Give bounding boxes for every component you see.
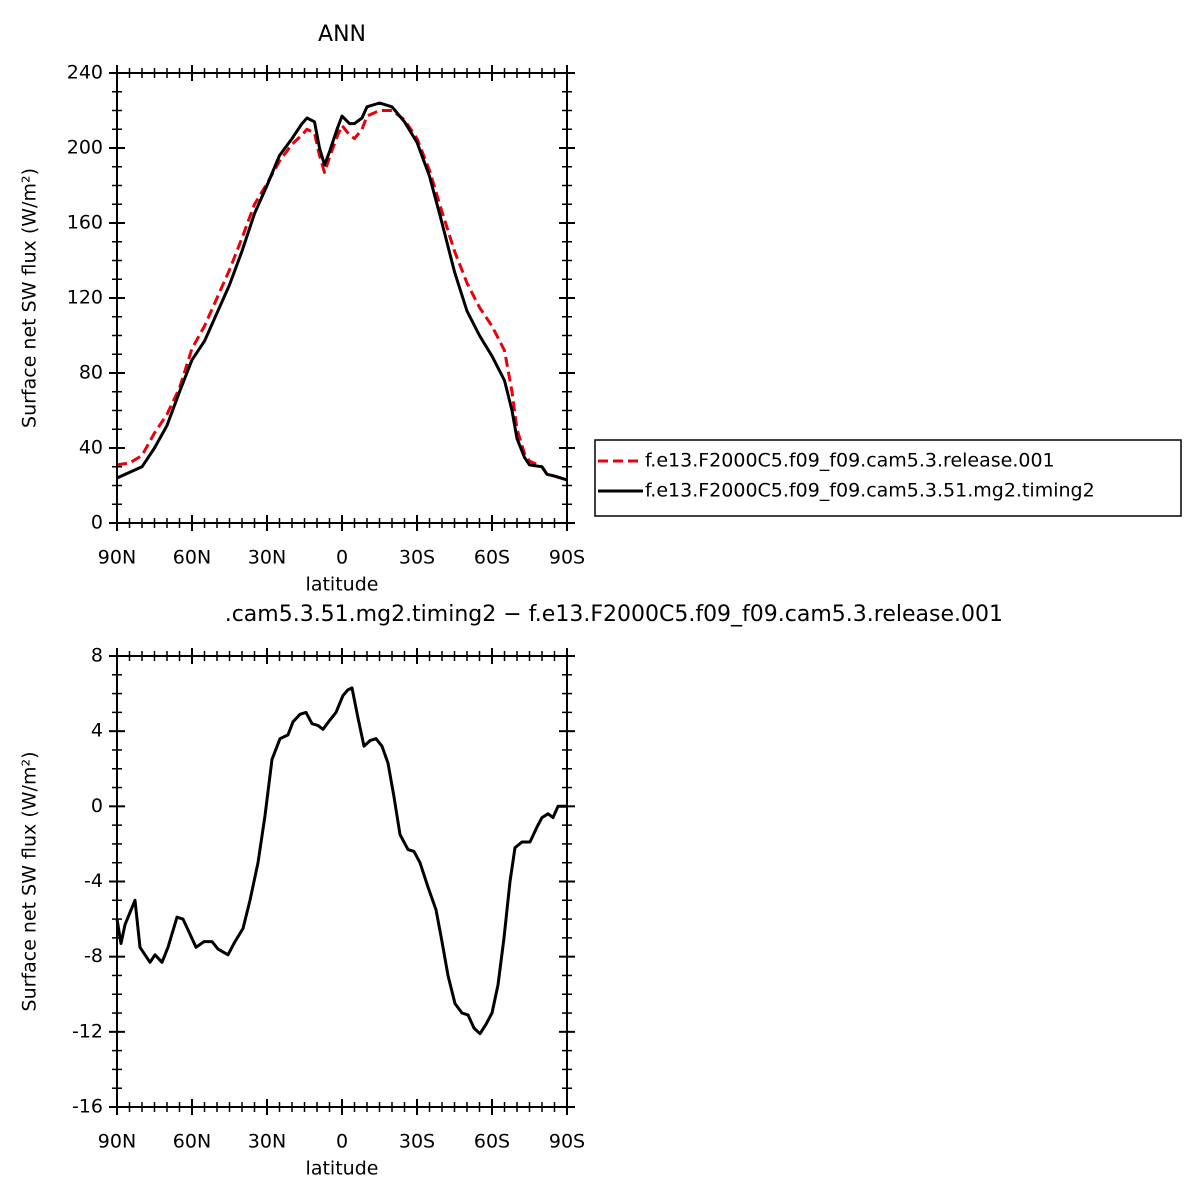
y-tick-label: 0 (91, 512, 103, 534)
x-tick-label: 30S (399, 547, 435, 569)
y-tick-label: 120 (67, 287, 103, 309)
plot-frame (116, 655, 568, 1108)
y-axis-label: Surface net SW flux (W/m²) (19, 752, 41, 1012)
y-tick-label: 8 (91, 645, 103, 667)
x-tick-label: 90N (98, 547, 136, 569)
data-line (116, 101, 568, 482)
x-tick-label: 60S (474, 547, 510, 569)
x-tick-label: 0 (336, 1131, 348, 1153)
plot-frame (116, 72, 568, 524)
y-tick-label: -4 (84, 870, 103, 892)
y-tick-label: -12 (72, 1020, 103, 1042)
x-tick-label: 90S (549, 547, 585, 569)
y-axis-label: Surface net SW flux (W/m²) (19, 168, 41, 428)
x-axis-label: latitude (306, 1158, 379, 1180)
y-tick-label: -16 (72, 1096, 103, 1118)
y-tick-label: 0 (91, 795, 103, 817)
legend-label: f.e13.F2000C5.f09_f09.cam5.3.release.001 (645, 450, 1055, 472)
x-tick-label: 60N (173, 1131, 211, 1153)
x-tick-label: 0 (336, 547, 348, 569)
x-axis-label: latitude (306, 574, 379, 596)
chart-title: ANN (318, 22, 366, 47)
x-tick-label: 30S (399, 1131, 435, 1153)
y-tick-label: 160 (67, 212, 103, 234)
chart-title: .cam5.3.51.mg2.timing2 − f.e13.F2000C5.f… (225, 602, 1003, 627)
x-tick-label: 90S (549, 1131, 585, 1153)
y-tick-label: 240 (67, 62, 103, 84)
y-tick-label: -8 (84, 945, 103, 967)
data-line (116, 109, 568, 482)
data-line (115, 686, 567, 1036)
y-tick-label: 4 (91, 720, 103, 742)
x-tick-label: 60S (474, 1131, 510, 1153)
legend-label: f.e13.F2000C5.f09_f09.cam5.3.51.mg2.timi… (645, 480, 1095, 502)
x-tick-label: 60N (173, 547, 211, 569)
x-tick-label: 30N (248, 547, 286, 569)
x-tick-label: 90N (98, 1131, 136, 1153)
legend-frame (594, 439, 1182, 517)
y-tick-label: 80 (79, 362, 103, 384)
x-tick-label: 30N (248, 1131, 286, 1153)
y-tick-label: 40 (79, 437, 103, 459)
y-tick-label: 200 (67, 137, 103, 159)
